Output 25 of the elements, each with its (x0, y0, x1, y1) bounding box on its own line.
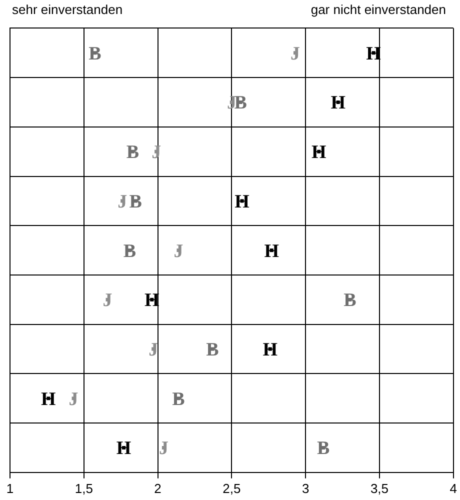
text: H (330, 92, 346, 114)
text: H (264, 240, 279, 262)
text: B (206, 340, 219, 361)
text: B (172, 388, 185, 410)
text: sehr einverstanden (12, 2, 123, 17)
x-tick-label: 4 (450, 480, 457, 496)
text: B (88, 43, 102, 64)
x-tick-label: 2,5 (222, 480, 241, 496)
text: gar nicht einverstanden (310, 2, 446, 17)
x-tick-label: 3,5 (370, 480, 389, 496)
text: B (123, 240, 136, 262)
text: H (234, 191, 250, 212)
text: B (344, 290, 356, 312)
x-tick-label: 1 (6, 480, 14, 496)
series-label: B (126, 142, 140, 164)
text: B (129, 191, 142, 212)
x-tick-label: 1,5 (74, 480, 93, 496)
text: H (262, 340, 278, 361)
text: B (234, 92, 247, 114)
text: H (116, 438, 132, 460)
series-label: H (312, 142, 326, 164)
x-tick-label: 3 (302, 480, 310, 496)
text: B (316, 438, 330, 460)
text: H (41, 388, 56, 410)
x-tick-label: 2 (154, 480, 162, 496)
